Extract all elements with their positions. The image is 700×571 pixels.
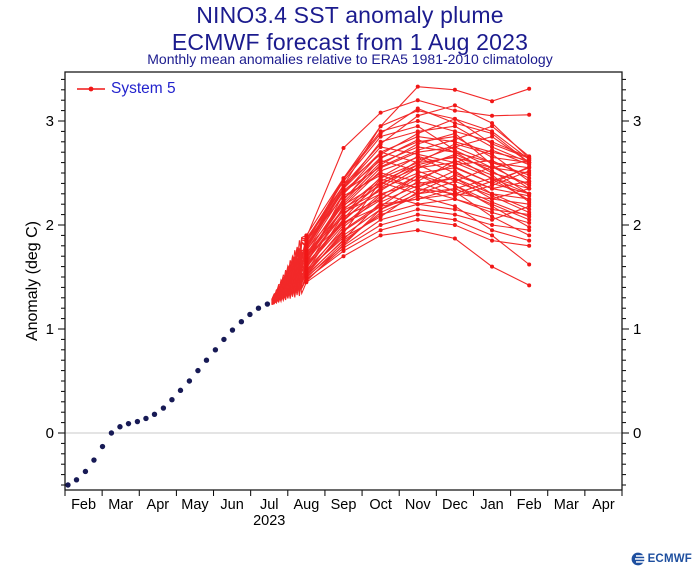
chart-annotation: Monthly mean anomalies relative to ERA5 … bbox=[147, 51, 553, 67]
svg-text:Feb: Feb bbox=[517, 497, 542, 513]
ecmwf-logo: ECMWF bbox=[631, 552, 692, 566]
svg-text:Aug: Aug bbox=[293, 497, 319, 513]
svg-text:1: 1 bbox=[46, 321, 54, 338]
svg-text:Jan: Jan bbox=[480, 497, 503, 513]
plot-frame bbox=[64, 71, 623, 491]
svg-text:3: 3 bbox=[46, 113, 54, 130]
svg-text:3: 3 bbox=[633, 113, 641, 130]
legend-line-marker-icon bbox=[77, 86, 105, 92]
svg-text:Apr: Apr bbox=[147, 497, 170, 513]
svg-text:Jul: Jul bbox=[260, 497, 279, 513]
svg-text:2023: 2023 bbox=[253, 513, 285, 529]
chart-subtitle: ECMWF forecast from 1 Aug 2023 bbox=[171, 29, 529, 55]
svg-text:Sep: Sep bbox=[331, 497, 357, 513]
y-tick-labels: 0 0 1 1 2 2 3 3 bbox=[46, 113, 642, 442]
ecmwf-globe-icon bbox=[631, 552, 645, 566]
svg-text:Dec: Dec bbox=[442, 497, 468, 513]
forecast-ensemble-lines bbox=[271, 86, 530, 306]
observed-dots bbox=[65, 301, 271, 488]
svg-text:May: May bbox=[181, 497, 209, 513]
ecmwf-logo-text: ECMWF bbox=[647, 553, 692, 565]
svg-text:Apr: Apr bbox=[592, 497, 615, 513]
svg-text:Oct: Oct bbox=[369, 497, 392, 513]
axis-ticks bbox=[58, 78, 629, 496]
svg-text:Nov: Nov bbox=[405, 497, 432, 513]
svg-text:0: 0 bbox=[46, 425, 54, 442]
legend: System 5 bbox=[76, 80, 176, 98]
svg-text:0: 0 bbox=[633, 425, 641, 442]
svg-text:Jun: Jun bbox=[220, 497, 243, 513]
x-tick-labels: Feb Mar Apr May Jun Jul Aug Sep Oct Nov Dec Jan Feb M… bbox=[71, 497, 615, 529]
svg-text:Mar: Mar bbox=[554, 497, 579, 513]
svg-text:2: 2 bbox=[633, 217, 641, 234]
svg-text:2: 2 bbox=[46, 217, 54, 234]
legend-label-system5: System 5 bbox=[111, 80, 176, 97]
svg-text:Feb: Feb bbox=[71, 497, 96, 513]
forecast-month-markers bbox=[304, 84, 532, 288]
svg-text:1: 1 bbox=[633, 321, 641, 338]
chart-title: NINO3.4 SST anomaly plume bbox=[196, 2, 504, 28]
svg-text:Mar: Mar bbox=[108, 497, 133, 513]
